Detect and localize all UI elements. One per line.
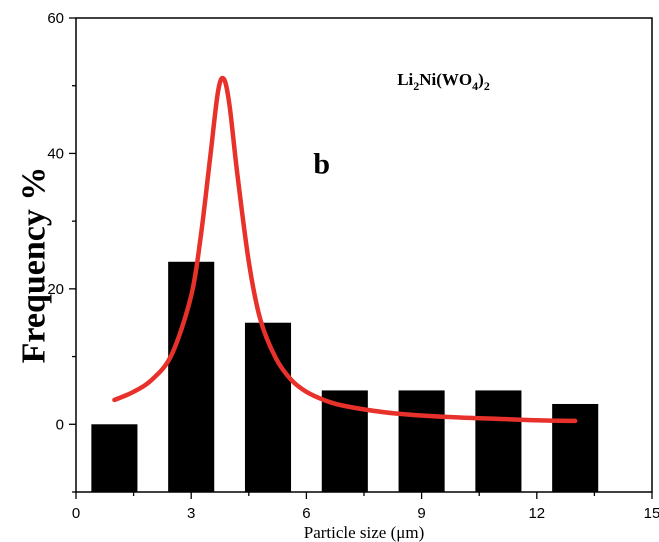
y-tick-label: 20 (47, 281, 64, 298)
bar (398, 390, 445, 492)
bar (475, 390, 522, 492)
y-tick-label: 0 (56, 416, 64, 433)
formula-subscript: 2 (484, 79, 490, 93)
bars-layer (91, 261, 599, 492)
bar (91, 424, 138, 492)
formula-part: ) (478, 70, 484, 89)
x-tick-label: 9 (417, 505, 425, 522)
x-axis-label: Particle size (μm) (304, 523, 425, 542)
y-tick-label: 40 (47, 145, 64, 162)
formula-part: Ni(WO (419, 70, 472, 89)
bar (244, 322, 292, 492)
bar (552, 403, 599, 492)
x-tick-label: 12 (528, 505, 545, 522)
fit-curve (112, 75, 578, 424)
formula-subscript: 4 (472, 79, 478, 93)
formula-subscript: 2 (413, 79, 419, 93)
x-axis: 0 3 6 9 12 15 (72, 492, 659, 522)
y-axis: 0 20 40 60 (47, 10, 76, 493)
x-tick-label: 0 (72, 505, 80, 522)
y-axis-label: Frequency % (16, 167, 53, 364)
formula-annotation: Li2Ni(WO4)2 (397, 70, 490, 93)
x-tick-label: 6 (302, 505, 310, 522)
y-tick-label: 60 (47, 10, 64, 27)
formula-part: Li (397, 70, 413, 89)
x-tick-label: 3 (187, 505, 195, 522)
x-tick-label: 15 (644, 505, 659, 522)
panel-label: b (313, 148, 330, 181)
